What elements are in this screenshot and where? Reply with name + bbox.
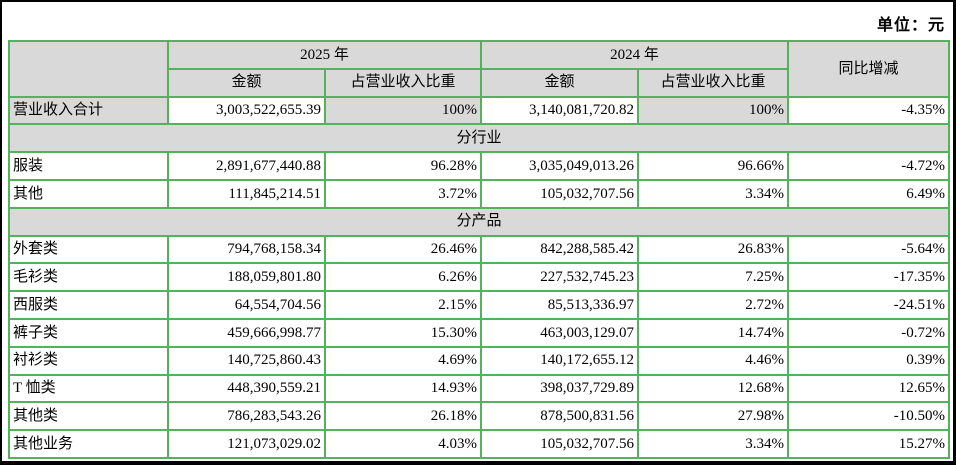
section-title: 分行业 bbox=[7, 123, 951, 154]
share-2024-cell: 2.72% bbox=[637, 290, 790, 320]
header-amount-2025: 金额 bbox=[167, 67, 326, 98]
table-row: 其他 111,845,214.51 3.72% 105,032,707.56 3… bbox=[8, 178, 951, 209]
table-row: 毛衫类 188,059,801.80 6.26% 227,532,745.23 … bbox=[8, 262, 951, 293]
header-share-2025: 占营业收入比重 bbox=[323, 67, 483, 98]
yoy-cell: -4.35% bbox=[787, 95, 951, 126]
yoy-cell: -4.72% bbox=[787, 151, 951, 181]
share-2024-cell: 96.66% bbox=[637, 151, 790, 181]
row-label-cell: 其他类 bbox=[8, 401, 169, 432]
amount-2024-cell: 3,140,081,720.82 bbox=[480, 95, 640, 126]
share-2024-cell: 100% bbox=[637, 95, 790, 126]
yoy-cell: -17.35% bbox=[787, 262, 951, 293]
table-row: 其他类 786,283,543.26 26.18% 878,500,831.56… bbox=[8, 401, 951, 432]
table-row: 西服类 64,554,704.56 2.15% 85,513,336.97 2.… bbox=[8, 290, 951, 320]
amount-2024-cell: 463,003,129.07 bbox=[480, 317, 640, 348]
amount-2025-cell: 140,725,860.43 bbox=[167, 345, 326, 376]
amount-2025-cell: 64,554,704.56 bbox=[167, 290, 326, 320]
yoy-cell: 15.27% bbox=[787, 429, 951, 459]
yoy-cell: 6.49% bbox=[787, 178, 951, 209]
table-row: 衬衫类 140,725,860.43 4.69% 140,172,655.12 … bbox=[8, 345, 951, 376]
amount-2024-cell: 842,288,585.42 bbox=[480, 234, 640, 265]
amount-2025-cell: 111,845,214.51 bbox=[167, 178, 326, 209]
header-row-metrics: 金额 占营业收入比重 金额 占营业收入比重 bbox=[9, 67, 949, 98]
amount-2024-cell: 398,037,729.89 bbox=[480, 373, 640, 404]
amount-2025-cell: 121,073,029.02 bbox=[167, 429, 326, 459]
share-2025-cell: 2.15% bbox=[323, 290, 483, 320]
yoy-cell: -10.50% bbox=[787, 401, 951, 432]
header-amount-2024: 金额 bbox=[480, 67, 640, 98]
header-yoy: 同比增减 bbox=[787, 40, 951, 98]
amount-2024-cell: 140,172,655.12 bbox=[480, 345, 640, 376]
section-row-industry: 分行业 bbox=[7, 123, 951, 154]
share-2025-cell: 4.69% bbox=[323, 345, 483, 376]
amount-2024-cell: 85,513,336.97 bbox=[480, 290, 640, 320]
header-year-2025: 2025 年 bbox=[166, 40, 483, 70]
share-2024-cell: 3.34% bbox=[637, 429, 790, 459]
share-2024-cell: 14.74% bbox=[637, 317, 790, 348]
share-2024-cell: 27.98% bbox=[637, 401, 790, 432]
share-2024-cell: 7.25% bbox=[637, 262, 790, 293]
total-row: 营业收入合计 3,003,522,655.39 100% 3,140,081,7… bbox=[8, 95, 951, 126]
amount-2025-cell: 448,390,559.21 bbox=[167, 373, 326, 404]
header-empty-cell bbox=[8, 40, 169, 98]
table-row: 其他业务 121,073,029.02 4.03% 105,032,707.56… bbox=[8, 429, 951, 459]
amount-2025-cell: 794,768,158.34 bbox=[167, 234, 326, 265]
row-label-cell: 营业收入合计 bbox=[8, 95, 169, 126]
share-2024-cell: 3.34% bbox=[637, 178, 790, 209]
yoy-cell: 12.65% bbox=[787, 373, 951, 404]
amount-2024-cell: 3,035,049,013.26 bbox=[480, 151, 640, 181]
row-label-cell: 服装 bbox=[8, 151, 169, 181]
header-year-2024: 2024 年 bbox=[480, 40, 790, 70]
amount-2025-cell: 786,283,543.26 bbox=[167, 401, 326, 432]
amount-2025-cell: 188,059,801.80 bbox=[167, 262, 326, 293]
amount-2024-cell: 227,532,745.23 bbox=[480, 262, 640, 293]
share-2025-cell: 3.72% bbox=[323, 178, 483, 209]
row-label-cell: T 恤类 bbox=[8, 373, 169, 404]
row-label-cell: 其他业务 bbox=[8, 429, 169, 459]
row-label-cell: 裤子类 bbox=[8, 317, 169, 348]
share-2025-cell: 15.30% bbox=[323, 317, 483, 348]
row-label-cell: 衬衫类 bbox=[8, 345, 169, 376]
amount-2024-cell: 878,500,831.56 bbox=[480, 401, 640, 432]
share-2024-cell: 12.68% bbox=[637, 373, 790, 404]
revenue-table: 2025 年 2024 年 同比增减 金额 占营业收入比重 金额 占营业收入比重… bbox=[7, 40, 951, 459]
table-row: 服装 2,891,677,440.88 96.28% 3,035,049,013… bbox=[8, 151, 951, 181]
yoy-cell: -5.64% bbox=[787, 234, 951, 265]
yoy-cell: -0.72% bbox=[787, 317, 951, 348]
share-2025-cell: 26.18% bbox=[323, 401, 483, 432]
amount-2024-cell: 105,032,707.56 bbox=[480, 429, 640, 459]
yoy-cell: -24.51% bbox=[787, 290, 951, 320]
share-2025-cell: 14.93% bbox=[323, 373, 483, 404]
header-share-2024: 占营业收入比重 bbox=[637, 67, 790, 98]
yoy-cell: 0.39% bbox=[787, 345, 951, 376]
section-row-product: 分产品 bbox=[7, 206, 951, 237]
section-title: 分产品 bbox=[7, 206, 951, 237]
unit-label: 单位：元 bbox=[876, 17, 945, 34]
amount-2025-cell: 2,891,677,440.88 bbox=[167, 151, 326, 181]
share-2025-cell: 100% bbox=[323, 95, 483, 126]
table-row: 裤子类 459,666,998.77 15.30% 463,003,129.07… bbox=[8, 317, 951, 348]
row-label-cell: 其他 bbox=[8, 178, 169, 209]
amount-2025-cell: 459,666,998.77 bbox=[167, 317, 326, 348]
table-row: T 恤类 448,390,559.21 14.93% 398,037,729.8… bbox=[8, 373, 951, 404]
share-2025-cell: 96.28% bbox=[323, 151, 483, 181]
share-2025-cell: 6.26% bbox=[323, 262, 483, 293]
share-2025-cell: 4.03% bbox=[323, 429, 483, 459]
amount-2024-cell: 105,032,707.56 bbox=[480, 178, 640, 209]
share-2025-cell: 26.46% bbox=[323, 234, 483, 265]
table-row: 外套类 794,768,158.34 26.46% 842,288,585.42… bbox=[8, 234, 951, 265]
row-label-cell: 毛衫类 bbox=[8, 262, 169, 293]
amount-2025-cell: 3,003,522,655.39 bbox=[167, 95, 326, 126]
share-2024-cell: 26.83% bbox=[637, 234, 790, 265]
share-2024-cell: 4.46% bbox=[637, 345, 790, 376]
row-label-cell: 西服类 bbox=[8, 290, 169, 320]
row-label-cell: 外套类 bbox=[8, 234, 169, 265]
header-row-years: 2025 年 2024 年 同比增减 bbox=[8, 40, 951, 98]
